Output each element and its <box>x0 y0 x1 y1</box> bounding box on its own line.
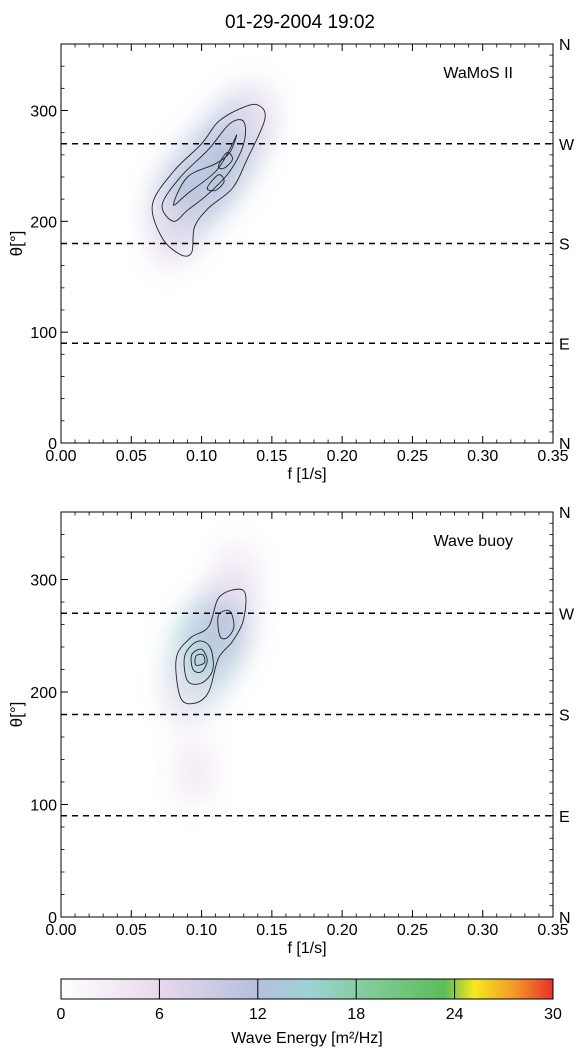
direction-label-S: S <box>559 237 570 254</box>
x-tick-label: 0.25 <box>397 448 428 465</box>
colorbar: 0 6 12 18 24 30 Wave Energy [m²/Hz] <box>57 978 562 1047</box>
energy-blob <box>174 737 215 804</box>
x-tick-label: 0.05 <box>116 448 147 465</box>
contour-group <box>175 588 247 705</box>
energy-peak <box>177 174 198 207</box>
colorbar-tick-label: 0 <box>57 1006 66 1023</box>
buoy-panel: 0.00 0.05 0.10 0.15 0.20 0.25 0.30 0.35 0 100 200 3… <box>7 505 575 957</box>
x-tick-label: 0.35 <box>537 922 568 939</box>
colorbar-tick-label: 30 <box>544 1006 562 1023</box>
direction-label-E: E <box>559 336 570 353</box>
x-axis-label: f [1/s] <box>287 466 326 483</box>
colorbar-tick-label: 18 <box>347 1006 365 1023</box>
figure-title: 01-29-2004 19:02 <box>225 12 375 33</box>
contour-outer <box>175 588 247 705</box>
x-tick-label: 0.00 <box>45 448 76 465</box>
energy-field <box>148 81 279 270</box>
energy-blob <box>237 81 279 151</box>
energy-blob <box>214 542 259 617</box>
direction-label-N: N <box>559 436 571 453</box>
y-axis-label: θ[°] <box>7 702 26 728</box>
contour-inner <box>190 648 208 673</box>
direction-label-S: S <box>559 708 570 725</box>
x-tick-label: 0.10 <box>186 922 217 939</box>
direction-label-N: N <box>559 37 571 54</box>
contour-group <box>151 103 266 257</box>
y-tick-label: 200 <box>30 214 57 231</box>
energy-field <box>162 542 259 804</box>
direction-label-N: N <box>559 505 571 522</box>
direction-label-N: N <box>559 910 571 927</box>
x-tick-label: 0.15 <box>256 448 287 465</box>
colorbar-label: Wave Energy [m²/Hz] <box>231 1030 382 1047</box>
colorbar-tick-label: 12 <box>249 1006 267 1023</box>
x-tick-label: 0.20 <box>327 922 358 939</box>
x-tick-label: 0.25 <box>397 922 428 939</box>
contour-middle <box>183 640 214 685</box>
x-tick-label: 0.10 <box>186 448 217 465</box>
panel-label: Wave buoy <box>434 533 513 550</box>
contour-core-a <box>206 174 225 192</box>
contour-core <box>194 653 206 666</box>
direction-label-W: W <box>559 137 575 154</box>
y-tick-label: 300 <box>30 104 57 121</box>
x-tick-label: 0.35 <box>537 448 568 465</box>
panel-label: WaMoS II <box>443 65 513 82</box>
direction-label-W: W <box>559 606 575 623</box>
y-tick-label: 100 <box>30 798 57 815</box>
x-tick-label: 0.30 <box>467 922 498 939</box>
colorbar-gradient <box>60 978 554 1000</box>
contour-core-b <box>217 152 233 170</box>
x-tick-label: 0.15 <box>256 922 287 939</box>
direction-label-E: E <box>559 809 570 826</box>
y-tick-label: 0 <box>48 910 57 927</box>
contour-upper <box>217 609 235 640</box>
y-axis-label: θ[°] <box>7 231 26 257</box>
wamos-panel: 0.00 0.05 0.10 0.15 0.20 0.25 0.30 0.35 0 100 200 3… <box>7 37 575 483</box>
x-tick-label: 0.05 <box>116 922 147 939</box>
y-tick-label: 100 <box>30 325 57 342</box>
colorbar-ticks: 0 6 12 18 24 30 <box>57 979 562 1023</box>
colorbar-tick-label: 24 <box>446 1006 464 1023</box>
contour-outer <box>151 103 266 257</box>
y-tick-label: 300 <box>30 573 57 590</box>
colorbar-tick-label: 6 <box>155 1006 164 1023</box>
x-tick-label: 0.30 <box>467 448 498 465</box>
contour-inner <box>173 134 238 206</box>
y-tick-label: 200 <box>30 685 57 702</box>
x-tick-label: 0.20 <box>327 448 358 465</box>
contour-middle <box>161 119 246 222</box>
y-tick-label: 0 <box>48 436 57 453</box>
x-tick-label: 0.00 <box>45 922 76 939</box>
energy-blob <box>148 194 193 270</box>
x-axis-label: f [1/s] <box>287 940 326 957</box>
